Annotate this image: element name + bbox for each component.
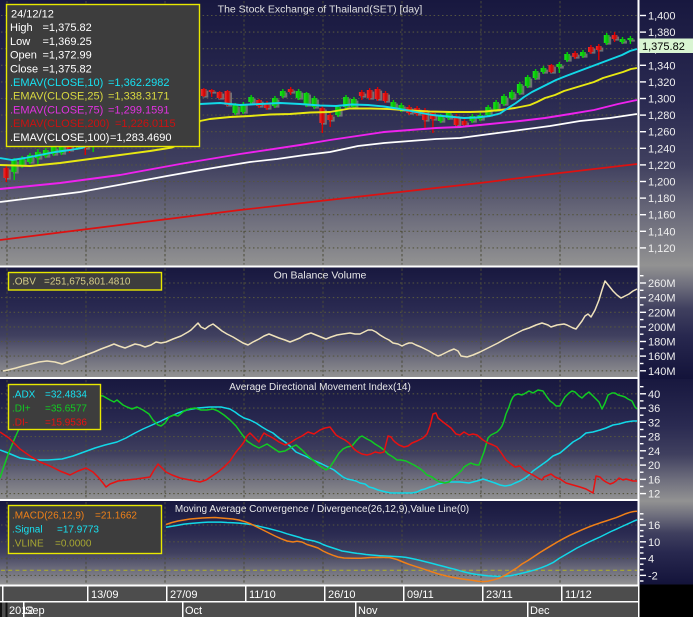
svg-text:16: 16 (648, 520, 660, 532)
svg-text:On Balance Volume: On Balance Volume (274, 270, 367, 282)
svg-text:.EMAV(CLOSE,10)=1,362.2982: .EMAV(CLOSE,10) =1,362.2982 (10, 77, 169, 89)
svg-text:23/11: 23/11 (486, 589, 513, 601)
svg-text:36: 36 (648, 403, 660, 415)
svg-text:Oct: Oct (185, 605, 202, 617)
svg-text:Dec: Dec (530, 605, 550, 617)
svg-text:.VLINE=0.0000: .VLINE =0.0000 (12, 539, 92, 550)
svg-text:1,160: 1,160 (648, 210, 676, 222)
svg-text:20: 20 (648, 460, 660, 472)
svg-text:1,200: 1,200 (648, 177, 676, 189)
svg-text:1,320: 1,320 (648, 77, 676, 89)
svg-text:.ADX=32.4834: .ADX =32.4834 (12, 390, 87, 401)
svg-text:.MACD(26,12,9)=21.1662: .MACD(26,12,9) =21.1662 (12, 511, 137, 522)
svg-text:.DI+=35.6577: .DI+ =35.6577 (12, 404, 87, 415)
svg-text:.DI-=15.9536: .DI- =15.9536 (12, 418, 87, 429)
svg-text:24/12/12: 24/12/12 (11, 9, 54, 21)
svg-text:260M: 260M (648, 278, 676, 290)
svg-text:240M: 240M (648, 293, 676, 305)
svg-text:Sep: Sep (25, 605, 45, 617)
svg-text:.Signal=17.9773: .Signal =17.9773 (12, 525, 99, 536)
svg-text:Close=1,375.82: Close =1,375.82 (10, 63, 92, 75)
svg-text:27/09: 27/09 (170, 589, 198, 601)
svg-text:Average Directional Movement I: Average Directional Movement Index(14) (229, 382, 411, 393)
svg-text:200M: 200M (648, 322, 676, 334)
svg-text:1,400: 1,400 (648, 11, 676, 23)
svg-text:180M: 180M (648, 337, 676, 349)
svg-text:Moving Average Convergence / D: Moving Average Convergence / Divergence(… (175, 504, 469, 515)
svg-text:Nov: Nov (358, 605, 378, 617)
svg-text:160M: 160M (648, 351, 676, 363)
svg-text:12: 12 (648, 489, 660, 501)
svg-text:1,180: 1,180 (648, 193, 676, 205)
svg-text:1,380: 1,380 (648, 27, 676, 39)
svg-text:32: 32 (648, 417, 660, 429)
svg-text:The Stock Exchange of Thailand: The Stock Exchange of Thailand(SET) [day… (218, 4, 423, 16)
svg-text:220M: 220M (648, 307, 676, 319)
svg-text:11/10: 11/10 (249, 589, 276, 601)
svg-text:1,280: 1,280 (648, 110, 676, 122)
svg-text:1,340: 1,340 (648, 60, 676, 72)
svg-text:-2: -2 (648, 570, 658, 582)
svg-text:High=1,375.82: High =1,375.82 (10, 22, 92, 34)
svg-text:2012: 2012 (9, 605, 33, 617)
svg-text:40: 40 (648, 389, 660, 401)
svg-text:1,120: 1,120 (648, 243, 676, 255)
svg-text:09/11: 09/11 (407, 589, 434, 601)
svg-text:28: 28 (648, 432, 660, 444)
svg-text:24: 24 (648, 446, 660, 458)
svg-text:.EMAV(CLOSE,75)=1,299.1591: .EMAV(CLOSE,75) =1,299.1591 (10, 104, 169, 116)
svg-text:140M: 140M (648, 366, 676, 378)
svg-text:.EMAV(CLOSE,100)=1,283.4690: .EMAV(CLOSE,100)=1,283.4690 (10, 132, 171, 144)
svg-text:1,220: 1,220 (648, 160, 676, 172)
svg-text:1,260: 1,260 (648, 127, 676, 139)
svg-text:4: 4 (648, 554, 654, 566)
svg-text:11/12: 11/12 (565, 589, 592, 601)
svg-text:26/10: 26/10 (328, 589, 356, 601)
svg-text:Low=1,369.25: Low =1,369.25 (10, 36, 92, 48)
svg-text:Open=1,372.99: Open =1,372.99 (10, 50, 92, 62)
svg-text:13/09: 13/09 (91, 589, 119, 601)
svg-text:1,240: 1,240 (648, 143, 676, 155)
svg-text:16: 16 (648, 474, 660, 486)
svg-text:1,140: 1,140 (648, 226, 676, 238)
svg-text:10: 10 (648, 537, 660, 549)
svg-text:1,300: 1,300 (648, 94, 676, 106)
svg-text:.EMAV(CLOSE,200)=1,226.0115: .EMAV(CLOSE,200) =1,226.0115 (10, 118, 176, 130)
svg-text:1,375.82: 1,375.82 (642, 41, 685, 53)
svg-text:.EMAV(CLOSE,25)=1,338.3171: .EMAV(CLOSE,25) =1,338.3171 (10, 91, 169, 103)
svg-text:.OBV=251,675,801.4810: .OBV =251,675,801.4810 (12, 277, 131, 288)
